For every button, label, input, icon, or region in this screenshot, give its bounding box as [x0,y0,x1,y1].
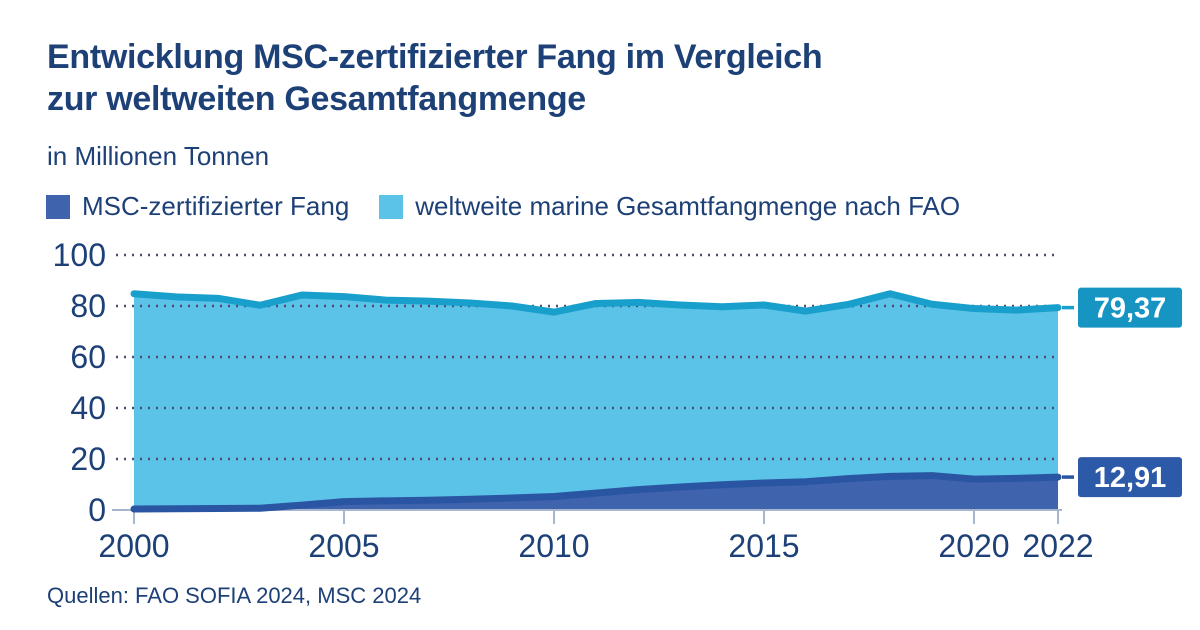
chart-title-line1: Entwicklung MSC-zertifizierter Fang im V… [47,38,823,76]
y-axis-label-20: 20 [70,441,106,477]
chart-title: Entwicklung MSC-zertifizierter Fang im V… [47,36,1047,120]
fao-end-value-label: 79,37 [1094,293,1167,325]
msc-end-value-badge [1078,457,1182,498]
y-axis-label-80: 80 [70,288,106,324]
legend-item-fao: weltweite marine Gesamtfangmenge nach FA… [379,191,960,222]
chart-title-line2: zur weltweiten Gesamtfangmenge [47,80,586,118]
legend-item-msc: MSC-zertifizierter Fang [46,191,349,222]
msc-end-value-label: 12,91 [1094,462,1167,494]
chart-legend: MSC-zertifizierter Fang weltweite marine… [46,191,960,222]
msc-legend-label: MSC-zertifizierter Fang [82,191,350,221]
x-axis-label-2000: 2000 [98,528,169,564]
y-axis-label-0: 0 [88,492,106,528]
x-axis-label-2020: 2020 [938,528,1009,564]
fao-legend-swatch [379,194,404,219]
msc-line [130,472,1062,513]
x-axis-label-2015: 2015 [728,528,799,564]
fao-line [130,290,1062,316]
source-caption: Quellen: FAO SOFIA 2024, MSC 2024 [47,583,422,608]
y-axis-label-60: 60 [70,339,106,375]
msc-legend-swatch [46,194,70,219]
chart-subtitle-unit: in Millionen Tonnen [47,141,270,171]
fao-end-value-badge [1078,287,1182,328]
x-axis-label-2010: 2010 [518,528,589,564]
y-axis-label-40: 40 [70,390,106,426]
x-axis-label-2022: 2022 [1022,528,1093,564]
fao-legend-label: weltweite marine Gesamtfangmenge nach FA… [415,191,961,221]
fao-area [134,293,1058,510]
y-axis-label-100: 100 [53,237,106,273]
x-axis-label-2005: 2005 [308,528,379,564]
